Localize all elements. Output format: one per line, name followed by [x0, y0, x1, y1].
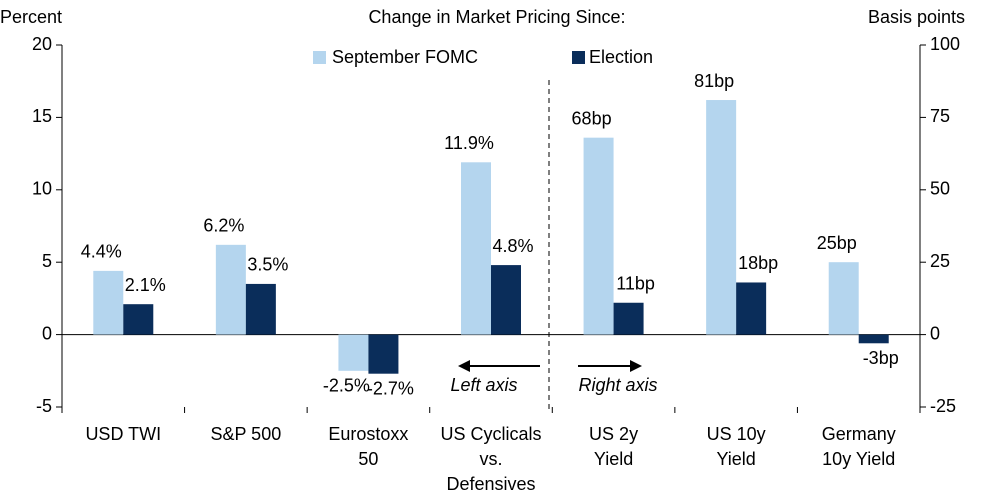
y2-tick-label: 75: [930, 106, 950, 126]
bar: [338, 334, 369, 371]
bar: [368, 334, 399, 374]
x-tick-label: Germany 10y Yield: [822, 424, 896, 469]
legend-label: September FOMC: [332, 47, 478, 67]
bar: [736, 282, 767, 335]
bar: [461, 162, 491, 335]
chart-title: Change in Market Pricing Since:: [368, 7, 625, 27]
bar: [245, 283, 276, 335]
x-tick-label: Eurostoxx 50: [328, 424, 408, 469]
y-tick-label: 15: [32, 106, 52, 126]
value-label: 68bp: [572, 108, 612, 128]
x-tick-label: S&P 500: [210, 424, 281, 444]
y-tick-label: 20: [32, 34, 52, 54]
legend-swatch: [572, 51, 585, 64]
value-label: 2.1%: [125, 275, 166, 295]
value-label: 11.9%: [444, 133, 494, 153]
bar: [123, 304, 154, 335]
legend-swatch: [313, 51, 326, 64]
value-label: 18bp: [738, 253, 778, 273]
bar: [583, 137, 614, 335]
y2-tick-label: 25: [930, 251, 950, 271]
x-tick-label-line: US 2y: [589, 424, 638, 444]
value-label: 4.8%: [492, 236, 533, 256]
right-arrow: [578, 360, 642, 372]
value-label: -3bp: [863, 348, 899, 368]
value-label: 81bp: [694, 71, 734, 91]
x-tick-label-line: 10y Yield: [822, 449, 895, 469]
x-tick-label: US 2y Yield: [589, 424, 638, 469]
bar: [93, 270, 124, 335]
bar: [491, 265, 521, 335]
x-tick-label-line: S&P 500: [210, 424, 281, 444]
bar: [706, 100, 737, 335]
x-tick-label: US Cyclicals vs. Defensives: [440, 424, 541, 493]
x-tick-label-line: USD TWI: [85, 424, 161, 444]
y-tick-label: 0: [42, 323, 52, 343]
y2-tick-label: 100: [930, 34, 960, 54]
x-tick-label-line: US 10y: [707, 424, 766, 444]
value-label: 11bp: [616, 273, 655, 293]
value-label: 6.2%: [203, 216, 244, 236]
y2-tick-label: 50: [930, 179, 950, 199]
bar: [215, 244, 246, 335]
y-tick-label: 10: [32, 179, 52, 199]
x-tick-label: USD TWI: [85, 424, 161, 444]
bar: [858, 334, 889, 344]
x-tick-label-line: Yield: [594, 449, 633, 469]
y2-axis-title: Basis points: [868, 7, 965, 27]
bar: [613, 302, 644, 335]
y2-tick-label: 0: [930, 323, 940, 343]
bar: [828, 262, 859, 335]
x-tick-label-line: Germany: [822, 424, 896, 444]
x-tick-label-line: vs.: [479, 449, 502, 469]
value-label: 25bp: [817, 233, 857, 253]
y-axis-title: Percent: [0, 7, 62, 27]
x-tick-label: US 10y Yield: [707, 424, 766, 469]
annotation: Right axis: [578, 375, 657, 395]
value-label: -2.7%: [367, 378, 414, 398]
x-tick-label-line: 50: [358, 449, 378, 469]
annotation: Left axis: [450, 375, 517, 395]
y2-tick-label: -25: [930, 396, 956, 416]
left-arrow: [458, 360, 540, 372]
x-tick-label-line: Yield: [716, 449, 755, 469]
x-tick-label-line: Defensives: [446, 474, 535, 493]
x-tick-label-line: Eurostoxx: [328, 424, 408, 444]
value-label: 3.5%: [247, 255, 288, 275]
x-tick-label-line: US Cyclicals: [440, 424, 541, 444]
value-label: 4.4%: [81, 242, 122, 262]
y-tick-label: -5: [36, 396, 52, 416]
value-label: -2.5%: [323, 376, 370, 396]
y-tick-label: 5: [42, 251, 52, 271]
legend-label: Election: [589, 47, 653, 67]
